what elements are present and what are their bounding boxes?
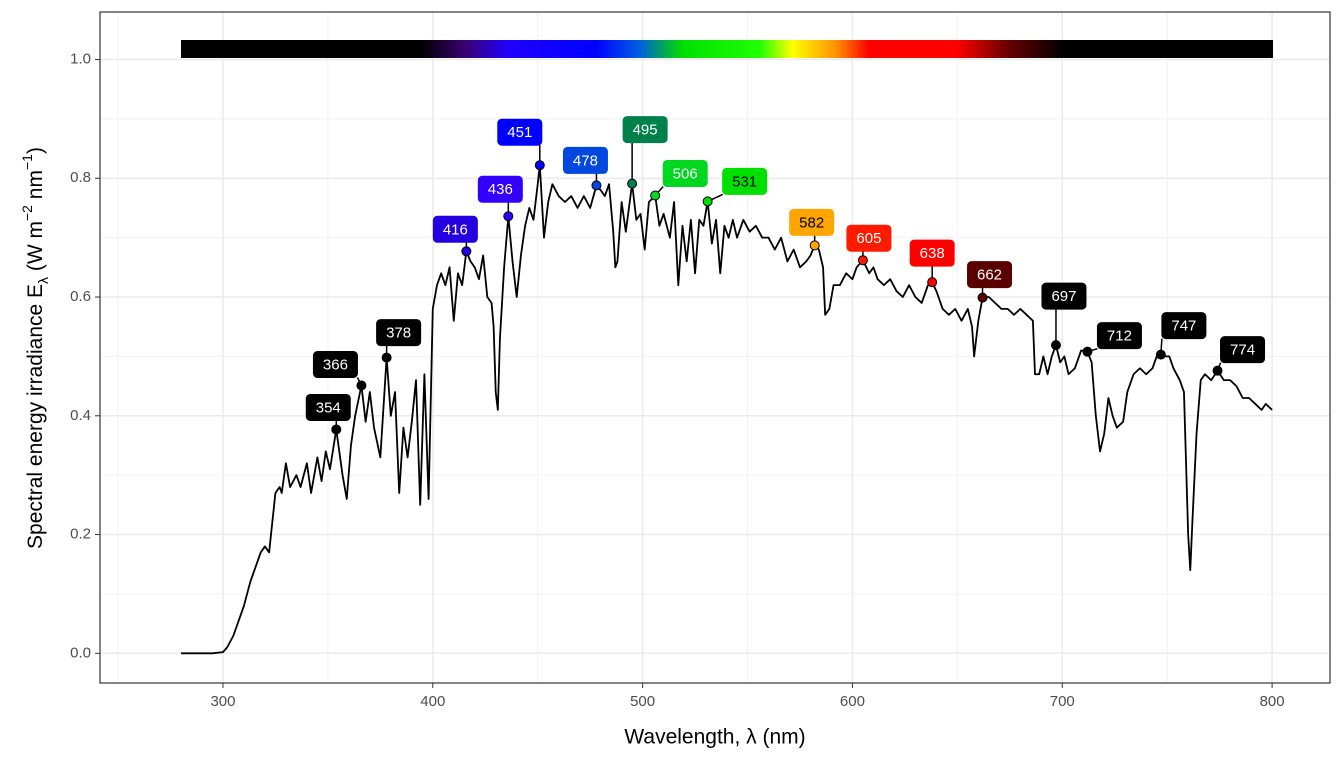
peak-label-box: [376, 319, 422, 347]
panel-border: [99, 11, 1331, 684]
peak-point: [702, 196, 713, 207]
peak-label: 605: [856, 230, 881, 247]
y-axis-title-part: (W m: [24, 221, 47, 277]
x-tick-label: 500: [630, 693, 655, 710]
peak-point: [1082, 346, 1093, 357]
peak-label: 697: [1051, 288, 1076, 305]
peak-label-box: [846, 224, 892, 252]
peak-point: [356, 380, 367, 391]
peak-label-box: [497, 118, 543, 146]
y-axis-title-part: nm: [24, 170, 47, 205]
peak-label: 451: [507, 124, 532, 141]
peak-point: [1212, 365, 1223, 376]
peak-label: 506: [673, 165, 698, 182]
peak-label: 478: [573, 152, 598, 169]
peak-label-box: [967, 261, 1013, 289]
peak-label-box: [909, 239, 955, 267]
color-bar: [181, 40, 1273, 58]
x-axis-title: Wavelength, λ (nm): [624, 726, 805, 749]
grid: [100, 12, 1330, 683]
peak-label: 495: [633, 122, 658, 139]
peak-label-box: [312, 351, 358, 379]
y-axis-title-part: Spectral energy irradiance E: [24, 284, 47, 549]
peak-point: [503, 211, 514, 222]
peak-label: 366: [323, 356, 348, 373]
x-tick-label: 300: [210, 693, 235, 710]
peak-label: 354: [316, 399, 341, 416]
peak-label-box: [1096, 322, 1142, 350]
peak-point: [534, 160, 545, 171]
peak-point: [381, 352, 392, 363]
x-tick-label: 800: [1260, 693, 1285, 710]
peak-label-box: [562, 146, 608, 174]
y-tick-label: 0.8: [70, 169, 91, 186]
peak-label-box: [722, 167, 768, 195]
peak-label-box: [1041, 282, 1087, 310]
peak-label: 531: [732, 173, 757, 190]
peak-label: 712: [1107, 328, 1132, 345]
peak-point: [331, 424, 342, 435]
y-axis-title-part: −2: [19, 205, 35, 221]
x-tick-label: 400: [420, 693, 445, 710]
peak-point: [461, 246, 472, 257]
axes: 300 400 500 600 700 800 0.0 0.2 0.4 0.6 0.8 1.0: [70, 50, 1284, 709]
peak-label: 378: [386, 325, 411, 342]
peak-label-box: [662, 159, 708, 187]
y-tick-label: 0.4: [70, 407, 91, 424]
peak-label-box: [432, 215, 478, 243]
x-tick-label: 600: [840, 693, 865, 710]
x-tick-label: 700: [1050, 693, 1075, 710]
peak-point: [977, 292, 988, 303]
marks: 354 366 378 416 436 451 478 495 506 531 582 605 638 6…: [180, 116, 1273, 655]
peak-label-box: [1161, 312, 1207, 340]
peak-label: 774: [1230, 342, 1255, 359]
peak-label: 436: [488, 181, 513, 198]
peak-point: [627, 178, 638, 189]
peak-point: [591, 180, 602, 191]
peak-label: 638: [920, 245, 945, 262]
peak-point: [927, 277, 938, 288]
peak-label-box: [789, 208, 835, 236]
y-tick-label: 0.0: [70, 644, 91, 661]
peak-label-box: [477, 175, 523, 203]
peak-label-box: [622, 116, 668, 144]
y-tick-label: 1.0: [70, 50, 91, 67]
peak-label-box: [305, 393, 351, 421]
peak-label: 582: [799, 214, 824, 231]
y-axis-title-part: λ: [35, 277, 51, 284]
peak-label: 662: [977, 267, 1002, 284]
peak-point: [1050, 340, 1061, 351]
peak-point: [650, 190, 661, 201]
y-axis-title-part: −1: [19, 154, 35, 170]
y-axis-title-part: ): [24, 147, 47, 154]
y-axis-title: Spectral energy irradiance Eλ (W m−2 nm−…: [19, 147, 51, 549]
y-tick-label: 0.2: [70, 526, 91, 543]
peak-point: [809, 240, 820, 251]
peak-label: 416: [443, 221, 468, 238]
peak-point: [857, 255, 868, 266]
peak-point: [1155, 349, 1166, 360]
peak-label: 747: [1171, 318, 1196, 335]
peak-label-box: [1220, 336, 1266, 364]
y-tick-label: 0.6: [70, 288, 91, 305]
